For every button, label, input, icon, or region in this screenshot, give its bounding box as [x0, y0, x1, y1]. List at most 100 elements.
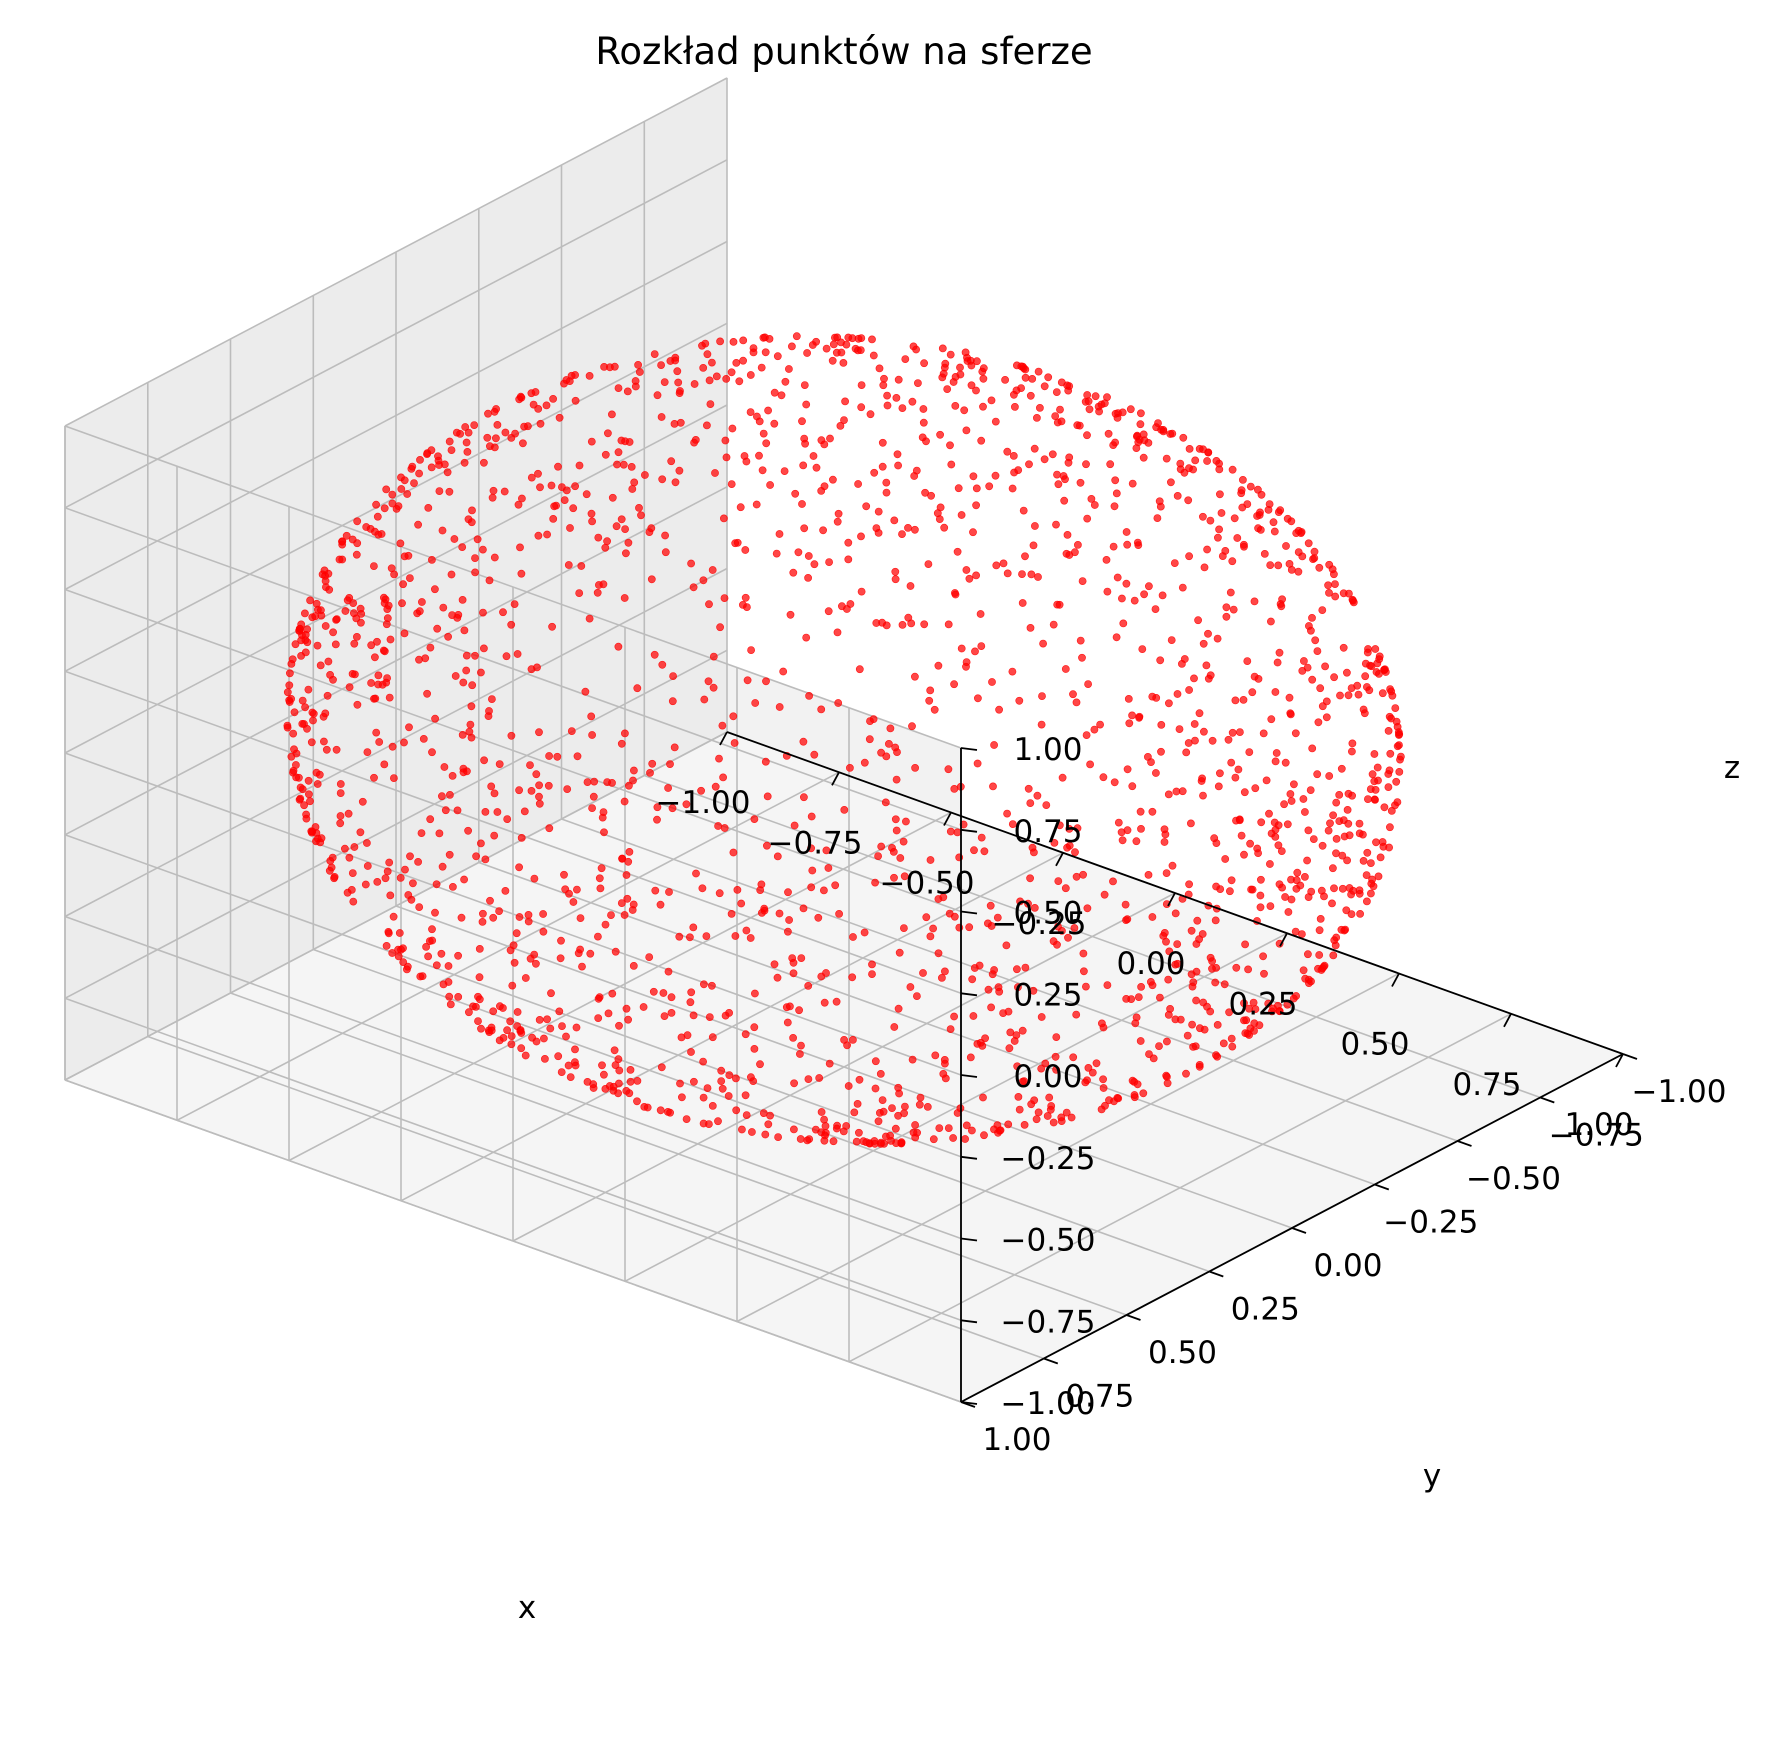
- scatter-point: [1176, 459, 1185, 468]
- scatter-point: [1363, 683, 1371, 691]
- scatter-point: [658, 660, 667, 669]
- scatter-point: [727, 368, 736, 377]
- scatter-point: [1280, 800, 1288, 809]
- scatter-point: [560, 496, 569, 504]
- scatter-point: [1347, 890, 1355, 899]
- scatter-point: [1072, 1010, 1081, 1019]
- scatter-point: [417, 829, 426, 837]
- scatter-point: [611, 947, 620, 956]
- scatter-point: [1291, 729, 1300, 738]
- scatter-point: [1214, 533, 1222, 542]
- scatter-point: [874, 852, 882, 860]
- scatter-point: [730, 739, 739, 747]
- scatter-point: [1216, 885, 1225, 893]
- scatter-point: [1227, 876, 1236, 885]
- scatter-point: [742, 1111, 751, 1119]
- scatter-point: [1055, 821, 1064, 830]
- scatter-point: [578, 962, 586, 971]
- scatter-point: [1218, 552, 1227, 560]
- scatter-point: [1304, 539, 1313, 548]
- scatter-point: [866, 410, 875, 419]
- x-tick: [1391, 973, 1400, 987]
- scatter-point: [786, 610, 795, 619]
- scatter-point: [657, 413, 666, 421]
- scatter-point: [1102, 556, 1111, 564]
- scatter-point: [891, 567, 900, 576]
- scatter-point: [547, 989, 555, 998]
- scatter-point: [1018, 1026, 1027, 1035]
- scatter-point: [400, 738, 408, 747]
- scatter-point: [848, 973, 857, 982]
- scatter-point: [1063, 531, 1072, 539]
- scatter-point: [840, 806, 849, 814]
- scatter-point: [621, 729, 629, 738]
- scatter-point: [765, 334, 774, 343]
- scatter-point: [622, 549, 630, 558]
- scatter-point: [891, 815, 900, 824]
- scatter-point: [401, 865, 409, 874]
- scatter-point: [849, 1036, 857, 1044]
- scatter-point: [628, 485, 637, 493]
- scatter-point: [516, 543, 524, 552]
- scatter-point: [474, 1017, 482, 1025]
- scatter-point: [463, 447, 472, 456]
- scatter-point: [1122, 579, 1131, 588]
- scatter-point: [1083, 514, 1092, 523]
- scatter-point: [1208, 736, 1217, 745]
- scatter-point: [1316, 915, 1325, 923]
- y-tick: [1374, 1183, 1390, 1191]
- scatter-point: [844, 555, 853, 564]
- scatter-point: [689, 923, 698, 932]
- scatter-point: [510, 958, 519, 967]
- scatter-point: [517, 1044, 526, 1053]
- scatter-point: [307, 738, 316, 747]
- scatter-point: [507, 433, 516, 442]
- scatter-point: [1109, 542, 1118, 551]
- x-tick-label: 1.00: [1564, 1107, 1633, 1143]
- scatter-point: [291, 761, 300, 769]
- scatter-point: [524, 917, 533, 926]
- scatter-point: [1292, 876, 1301, 885]
- scatter-point: [802, 633, 811, 642]
- scatter-point: [1298, 552, 1307, 561]
- scatter-point: [1284, 908, 1293, 916]
- scatter-point: [980, 847, 989, 856]
- scatter-point: [458, 543, 467, 551]
- scatter-point: [1073, 824, 1082, 833]
- scatter-point: [966, 356, 975, 365]
- scatter-point: [743, 603, 751, 611]
- scatter-point: [980, 1131, 988, 1140]
- scatter-point: [1395, 731, 1403, 739]
- scatter-point: [922, 913, 931, 922]
- scatter-point: [911, 764, 919, 772]
- scatter-point: [370, 653, 379, 662]
- scatter-point: [1370, 777, 1379, 786]
- scatter-point: [1114, 818, 1123, 827]
- scatter-point: [824, 607, 833, 616]
- scatter-point: [1135, 713, 1143, 722]
- scatter-point: [1048, 450, 1057, 459]
- scatter-point: [1214, 782, 1223, 791]
- scatter-point: [454, 951, 462, 960]
- z-tick: [960, 1155, 978, 1160]
- scatter-point: [984, 919, 992, 928]
- scatter-point: [479, 458, 488, 467]
- scatter-point: [430, 585, 439, 594]
- scatter-point: [1325, 560, 1334, 569]
- scatter-point: [705, 600, 713, 609]
- scatter-point: [635, 368, 644, 376]
- scatter-point: [594, 994, 603, 1003]
- scatter-point: [650, 650, 659, 659]
- scatter-point: [914, 379, 922, 387]
- scatter-point: [1337, 764, 1346, 773]
- scatter-point: [289, 768, 297, 777]
- x-tick-label: 0.50: [1340, 1027, 1409, 1063]
- scatter-point: [1292, 529, 1301, 537]
- scatter-point: [1057, 417, 1066, 426]
- scatter-point: [944, 1124, 953, 1132]
- x-tick: [1279, 932, 1288, 947]
- scatter-point: [893, 450, 902, 459]
- scatter-point: [741, 593, 750, 602]
- scatter-point: [729, 337, 738, 346]
- scatter-point: [753, 412, 761, 421]
